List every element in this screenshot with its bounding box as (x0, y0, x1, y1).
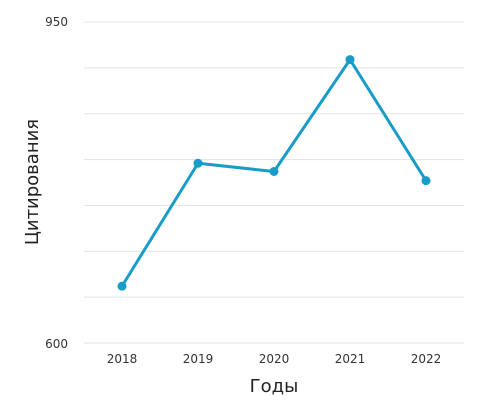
y-tick-label-max: 950 (45, 15, 68, 29)
gridlines (84, 21, 464, 344)
x-tick-label: 2022 (411, 352, 442, 366)
x-tick-label: 2021 (335, 352, 366, 366)
series (117, 55, 431, 291)
x-tick-label: 2019 (183, 352, 214, 366)
data-point (117, 281, 127, 291)
x-tick-label: 2018 (107, 352, 138, 366)
data-point (269, 166, 279, 176)
data-point (345, 55, 355, 65)
x-tick-label: 2020 (259, 352, 290, 366)
data-point (193, 158, 203, 168)
y-tick-label-min: 600 (45, 337, 68, 351)
x-axis-title: Годы (250, 376, 299, 397)
data-point (421, 176, 431, 186)
x-tick-labels: 2018 2019 2020 2021 2022 (107, 352, 442, 366)
y-axis-title: Цитирования (22, 119, 43, 245)
